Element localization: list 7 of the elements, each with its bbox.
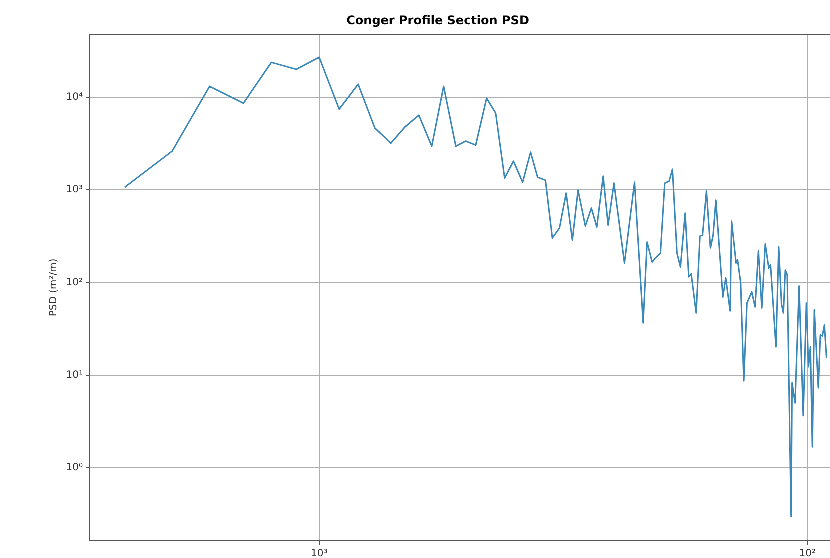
y-tick-label: 10² bbox=[66, 277, 83, 288]
y-axis-title: PSD (m²/m) bbox=[48, 258, 60, 317]
y-tick-label: 10⁴ bbox=[66, 92, 83, 104]
y-tick-label: 10³ bbox=[66, 184, 83, 196]
y-tick-label: 10¹ bbox=[66, 370, 83, 381]
chart-title: Conger Profile Section PSD bbox=[346, 13, 530, 28]
y-tick-label: 10⁰ bbox=[66, 462, 83, 474]
